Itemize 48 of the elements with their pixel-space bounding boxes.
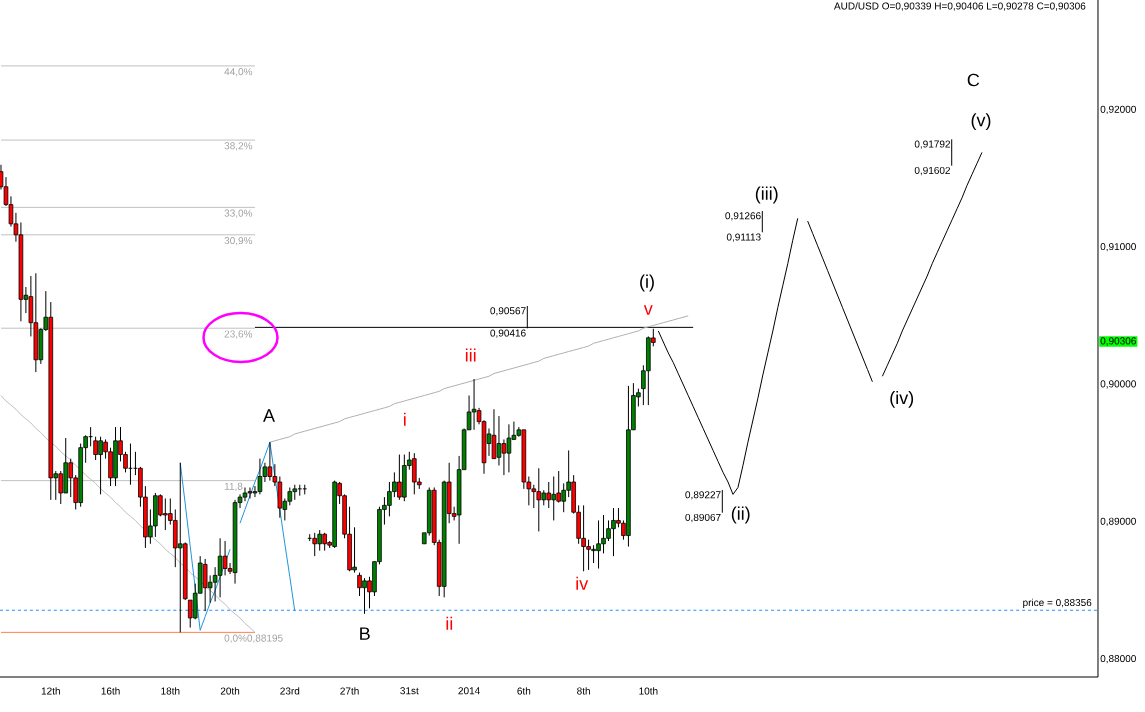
annotation: (ii): [731, 506, 750, 524]
annotation: 0,91602: [914, 166, 951, 176]
x-tick-label: 8th: [577, 687, 590, 695]
x-tick-label: 23rd: [280, 687, 300, 695]
series-label: 33,0%: [224, 209, 253, 218]
series-label: 38,2%: [224, 142, 253, 151]
x-tick-label: 31st: [400, 687, 419, 695]
y-tick-label: 0,90000: [1100, 380, 1136, 389]
annotation: iii: [465, 348, 476, 362]
annotation: i: [404, 412, 406, 426]
series-label: 44,0%: [224, 68, 253, 77]
y-tick-label: 0,91000: [1100, 243, 1136, 252]
annotation: C: [967, 73, 980, 87]
annotation: (i): [640, 274, 654, 292]
x-tick-label: 16th: [101, 687, 120, 695]
annotation: (iv): [890, 390, 914, 408]
annotation: 0,89227: [685, 491, 721, 500]
x-tick-label: 10th: [639, 687, 658, 695]
annotation: B: [360, 627, 370, 640]
x-tick-label: 27th: [340, 687, 359, 695]
annotation: A: [263, 409, 275, 422]
y-tick-label: 0,92000: [1100, 105, 1136, 114]
text: 0,90306: [1100, 337, 1136, 346]
candlestick: [222, 540, 228, 576]
x-tick-label: 18th: [161, 687, 180, 695]
annotation: (v): [971, 113, 991, 131]
annotation: 0,90567: [490, 307, 526, 316]
y-tick-label: 0,89000: [1100, 517, 1136, 526]
series-label: 0,0%0,88195: [224, 634, 283, 643]
series-label: 30,9%: [224, 237, 253, 246]
series-label: 23,6%: [224, 330, 253, 339]
x-tick-label: 12th: [41, 687, 60, 695]
annotation: 0,91792: [914, 140, 951, 149]
x-tick-label: 20th: [220, 687, 240, 695]
x-tick-label: 6th: [517, 687, 531, 695]
annotation: 0,90416: [490, 329, 526, 338]
annotation: v: [643, 305, 653, 315]
series-label: 11,8: [224, 482, 243, 492]
annotation: 0,91266: [725, 212, 761, 221]
chart-title: AUD/USD O=0,90339 H=0,90406 L=0,90278 C=0,90306: [833, 2, 1086, 11]
x-tick-label: 2014: [458, 687, 480, 695]
annotation: (iii): [755, 186, 778, 204]
y-tick-label: 0,88000: [1100, 655, 1136, 664]
annotation: iv: [576, 576, 589, 590]
annotation: 0,91113: [726, 233, 761, 242]
annotation: 0,89067: [685, 513, 721, 523]
ref-line-label: price = 0,88356: [1023, 598, 1092, 609]
annotation: ii: [446, 616, 453, 630]
